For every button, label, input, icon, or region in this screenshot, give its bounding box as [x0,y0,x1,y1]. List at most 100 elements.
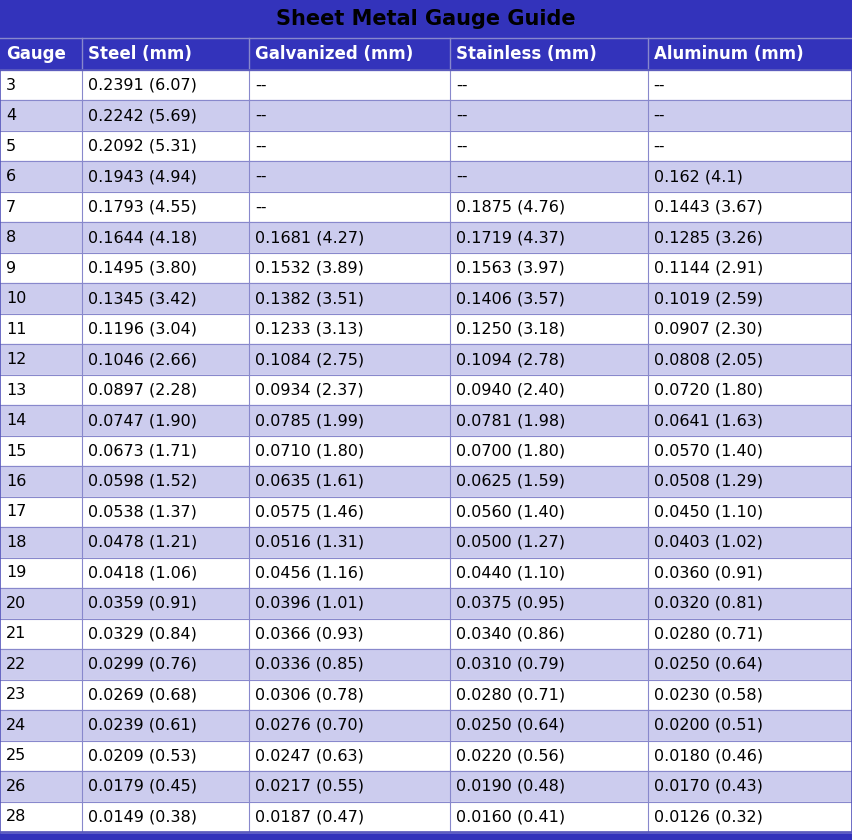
Text: 6: 6 [6,169,16,184]
Text: 0.0269 (0.68): 0.0269 (0.68) [88,687,197,702]
Text: 0.0808 (2.05): 0.0808 (2.05) [653,352,763,367]
Text: Galvanized (mm): Galvanized (mm) [255,45,413,63]
Text: 11: 11 [6,322,26,337]
Text: 0.0299 (0.76): 0.0299 (0.76) [88,657,197,672]
Bar [0,223,852,253]
Bar [0,38,852,70]
Bar [0,436,852,466]
Text: 0.0276 (0.70): 0.0276 (0.70) [255,718,364,732]
Text: --: -- [456,108,468,123]
Text: 0.0575 (1.46): 0.0575 (1.46) [255,505,364,519]
Text: 0.0747 (1.90): 0.0747 (1.90) [88,413,197,428]
Bar [0,101,852,131]
Text: 0.0907 (2.30): 0.0907 (2.30) [653,322,763,337]
Bar [0,314,852,344]
Text: 0.0230 (0.58): 0.0230 (0.58) [653,687,763,702]
Text: 0.0280 (0.71): 0.0280 (0.71) [456,687,565,702]
Text: 0.1644 (4.18): 0.1644 (4.18) [88,230,197,245]
Text: 0.2242 (5.69): 0.2242 (5.69) [88,108,197,123]
Bar [0,618,852,649]
Text: 0.1196 (3.04): 0.1196 (3.04) [88,322,197,337]
Text: 0.0508 (1.29): 0.0508 (1.29) [653,474,763,489]
Text: 0.1285 (3.26): 0.1285 (3.26) [653,230,763,245]
Text: Steel (mm): Steel (mm) [88,45,192,63]
Bar [0,588,852,618]
Text: 0.1019 (2.59): 0.1019 (2.59) [653,291,763,306]
Text: --: -- [255,169,267,184]
Text: 0.0126 (0.32): 0.0126 (0.32) [653,809,763,824]
Text: 0.0239 (0.61): 0.0239 (0.61) [88,718,197,732]
Text: 0.0179 (0.45): 0.0179 (0.45) [88,779,197,794]
Text: 25: 25 [6,748,26,764]
Text: 0.0160 (0.41): 0.0160 (0.41) [456,809,565,824]
Bar [0,131,852,161]
Text: 0.1793 (4.55): 0.1793 (4.55) [88,200,197,215]
Bar [0,801,852,832]
Text: 0.0500 (1.27): 0.0500 (1.27) [456,535,565,550]
Text: 0.0450 (1.10): 0.0450 (1.10) [653,505,763,519]
Text: 18: 18 [6,535,26,550]
Text: 0.0250 (0.64): 0.0250 (0.64) [456,718,565,732]
Bar [0,405,852,436]
Text: 0.0700 (1.80): 0.0700 (1.80) [456,444,565,459]
Text: --: -- [653,108,665,123]
Text: 20: 20 [6,596,26,611]
Text: 0.0200 (0.51): 0.0200 (0.51) [653,718,763,732]
Text: 0.0673 (1.71): 0.0673 (1.71) [88,444,197,459]
Text: 0.0516 (1.31): 0.0516 (1.31) [255,535,364,550]
Bar [0,741,852,771]
Text: Gauge: Gauge [6,45,66,63]
Text: 0.1532 (3.89): 0.1532 (3.89) [255,260,364,276]
Text: 0.0641 (1.63): 0.0641 (1.63) [653,413,763,428]
Text: 0.0456 (1.16): 0.0456 (1.16) [255,565,364,580]
Text: 13: 13 [6,382,26,397]
Text: 4: 4 [6,108,16,123]
Text: --: -- [456,169,468,184]
Text: 9: 9 [6,260,16,276]
Text: 0.1250 (3.18): 0.1250 (3.18) [456,322,565,337]
Text: --: -- [255,108,267,123]
Text: 0.1681 (4.27): 0.1681 (4.27) [255,230,364,245]
Text: --: -- [653,139,665,154]
Bar [0,680,852,710]
Text: 0.0897 (2.28): 0.0897 (2.28) [88,382,197,397]
Text: 0.0310 (0.79): 0.0310 (0.79) [456,657,565,672]
Text: 23: 23 [6,687,26,702]
Text: 0.1719 (4.37): 0.1719 (4.37) [456,230,565,245]
Text: --: -- [653,78,665,92]
Text: 0.1943 (4.94): 0.1943 (4.94) [88,169,197,184]
Text: 0.0625 (1.59): 0.0625 (1.59) [456,474,565,489]
Text: 0.0366 (0.93): 0.0366 (0.93) [255,627,364,642]
Bar [0,161,852,192]
Text: 0.1144 (2.91): 0.1144 (2.91) [653,260,763,276]
Text: 0.0320 (0.81): 0.0320 (0.81) [653,596,763,611]
Bar [0,466,852,496]
Text: --: -- [255,139,267,154]
Text: 0.1382 (3.51): 0.1382 (3.51) [255,291,364,306]
Text: Sheet Metal Gauge Guide: Sheet Metal Gauge Guide [276,9,576,29]
Text: 0.1094 (2.78): 0.1094 (2.78) [456,352,565,367]
Text: 0.0940 (2.40): 0.0940 (2.40) [456,382,565,397]
Text: 15: 15 [6,444,26,459]
Bar [0,375,852,405]
Text: 0.1563 (3.97): 0.1563 (3.97) [456,260,565,276]
Text: 19: 19 [6,565,26,580]
Text: 0.162 (4.1): 0.162 (4.1) [653,169,742,184]
Text: 0.0217 (0.55): 0.0217 (0.55) [255,779,364,794]
Text: 21: 21 [6,627,26,642]
Text: 24: 24 [6,718,26,732]
Text: 0.0598 (1.52): 0.0598 (1.52) [88,474,197,489]
Text: 0.0220 (0.56): 0.0220 (0.56) [456,748,565,764]
Text: 0.0180 (0.46): 0.0180 (0.46) [653,748,763,764]
Text: 0.0396 (1.01): 0.0396 (1.01) [255,596,364,611]
Text: 0.0280 (0.71): 0.0280 (0.71) [653,627,763,642]
Text: 0.0340 (0.86): 0.0340 (0.86) [456,627,565,642]
Bar [0,70,852,101]
Text: 0.0247 (0.63): 0.0247 (0.63) [255,748,364,764]
Text: 0.0187 (0.47): 0.0187 (0.47) [255,809,364,824]
Text: 0.0329 (0.84): 0.0329 (0.84) [88,627,197,642]
Text: 0.2092 (5.31): 0.2092 (5.31) [88,139,197,154]
Text: 0.0375 (0.95): 0.0375 (0.95) [456,596,565,611]
Text: 10: 10 [6,291,26,306]
Text: 17: 17 [6,505,26,519]
